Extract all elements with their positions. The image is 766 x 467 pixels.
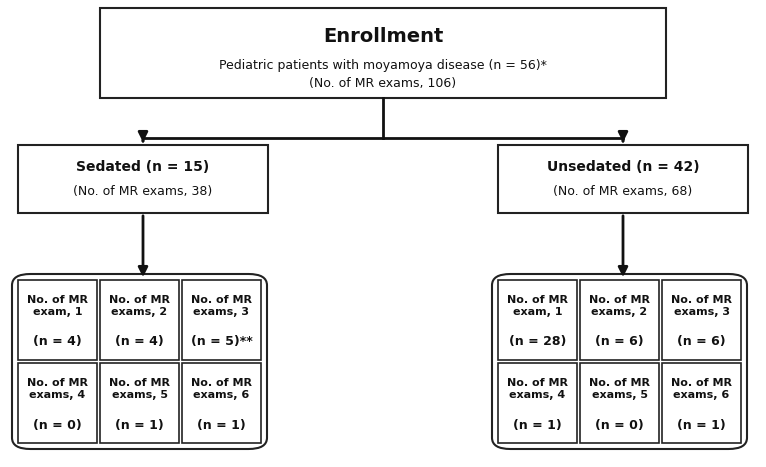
Text: No. of MR
exams, 4: No. of MR exams, 4 [507,378,568,400]
Bar [18,280,97,360]
Text: (n = 28): (n = 28) [509,335,566,348]
Text: No. of MR
exams, 4: No. of MR exams, 4 [27,378,88,400]
Text: No. of MR
exams, 6: No. of MR exams, 6 [191,378,252,400]
Text: Pediatric patients with moyamoya disease (n = 56)*: Pediatric patients with moyamoya disease… [219,59,547,72]
Text: No. of MR
exam, 1: No. of MR exam, 1 [27,295,88,317]
Text: (n = 6): (n = 6) [595,335,643,348]
Text: (n = 1): (n = 1) [513,418,562,432]
Bar [18,363,97,443]
Text: No. of MR
exam, 1: No. of MR exam, 1 [507,295,568,317]
Text: (n = 1): (n = 1) [115,418,164,432]
Text: No. of MR
exams, 6: No. of MR exams, 6 [671,378,732,400]
Bar [498,363,577,443]
Text: (No. of MR exams, 38): (No. of MR exams, 38) [74,185,213,198]
Text: Sedated (n = 15): Sedated (n = 15) [77,160,210,174]
FancyBboxPatch shape [492,274,747,449]
Bar [182,280,261,360]
Bar [100,8,666,98]
Text: (n = 0): (n = 0) [595,418,644,432]
Text: No. of MR
exams, 3: No. of MR exams, 3 [191,295,252,317]
Text: Unsedated (n = 42): Unsedated (n = 42) [547,160,699,174]
Text: No. of MR
exams, 3: No. of MR exams, 3 [671,295,732,317]
Text: (n = 4): (n = 4) [33,335,82,348]
Text: Enrollment: Enrollment [322,27,444,45]
Bar [580,363,659,443]
Bar [580,280,659,360]
Text: No. of MR
exams, 5: No. of MR exams, 5 [109,378,170,400]
Text: (n = 5)**: (n = 5)** [191,335,252,348]
Text: No. of MR
exams, 2: No. of MR exams, 2 [109,295,170,317]
Bar [498,280,577,360]
Bar [100,363,179,443]
Bar [18,145,268,213]
Text: (n = 4): (n = 4) [115,335,164,348]
Text: No. of MR
exams, 5: No. of MR exams, 5 [589,378,650,400]
FancyBboxPatch shape [12,274,267,449]
Text: (No. of MR exams, 106): (No. of MR exams, 106) [309,78,457,91]
Text: (n = 1): (n = 1) [197,418,246,432]
Text: (n = 0): (n = 0) [33,418,82,432]
Text: (n = 6): (n = 6) [677,335,726,348]
Text: (n = 1): (n = 1) [677,418,726,432]
Text: No. of MR
exams, 2: No. of MR exams, 2 [589,295,650,317]
Bar [100,280,179,360]
Text: (No. of MR exams, 68): (No. of MR exams, 68) [553,185,692,198]
Bar [662,363,741,443]
Bar [498,145,748,213]
Bar [662,280,741,360]
Bar [182,363,261,443]
